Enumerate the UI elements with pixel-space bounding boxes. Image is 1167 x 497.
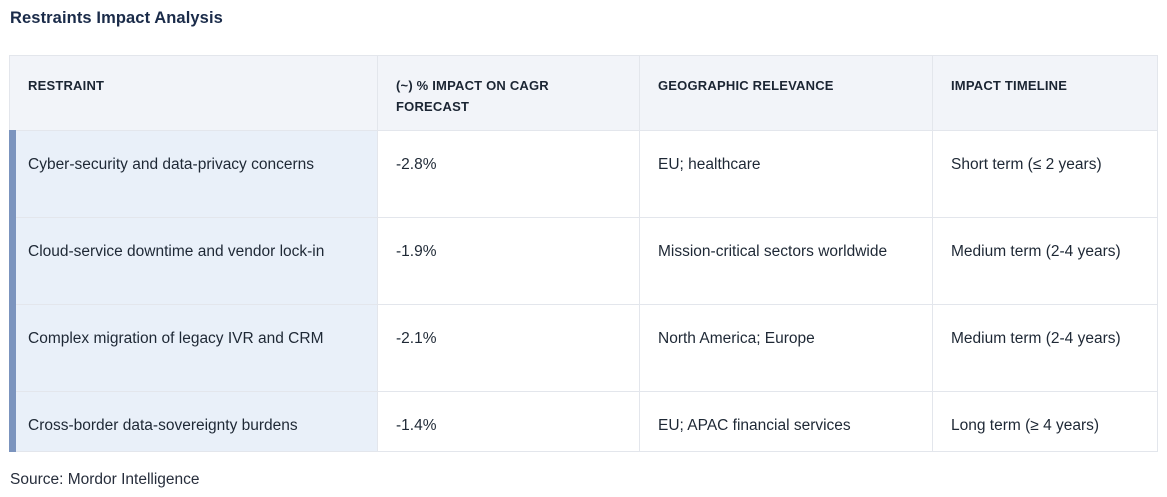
cell-impact: -1.9%: [377, 217, 640, 305]
cell-timeline: Medium term (2-4 years): [932, 304, 1158, 392]
column-header-impact: (~) % IMPACT ON CAGR FORECAST: [377, 55, 640, 131]
cell-restraint: Complex migration of legacy IVR and CRM: [9, 304, 378, 392]
restraints-table-container: RESTRAINT (~) % IMPACT ON CAGR FORECAST …: [9, 55, 1158, 452]
accent-stripe: [9, 130, 16, 452]
cell-restraint: Cyber-security and data-privacy concerns: [9, 130, 378, 218]
table-row: Cloud-service downtime and vendor lock-i…: [9, 217, 1158, 305]
column-header-geographic: GEOGRAPHIC RELEVANCE: [639, 55, 933, 131]
cell-impact: -2.1%: [377, 304, 640, 392]
restraints-impact-table: RESTRAINT (~) % IMPACT ON CAGR FORECAST …: [9, 55, 1158, 452]
cell-geographic: EU; healthcare: [639, 130, 933, 218]
cell-geographic: North America; Europe: [639, 304, 933, 392]
table-row: Cross-border data-sovereignty burdens -1…: [9, 391, 1158, 452]
cell-impact: -1.4%: [377, 391, 640, 452]
cell-timeline: Medium term (2-4 years): [932, 217, 1158, 305]
table-row: Complex migration of legacy IVR and CRM …: [9, 304, 1158, 392]
cell-restraint: Cloud-service downtime and vendor lock-i…: [9, 217, 378, 305]
cell-impact: -2.8%: [377, 130, 640, 218]
page-title: Restraints Impact Analysis: [10, 9, 223, 27]
cell-timeline: Long term (≥ 4 years): [932, 391, 1158, 452]
table-row: Cyber-security and data-privacy concerns…: [9, 130, 1158, 218]
column-header-restraint: RESTRAINT: [9, 55, 378, 131]
cell-geographic: EU; APAC financial services: [639, 391, 933, 452]
cell-geographic: Mission-critical sectors worldwide: [639, 217, 933, 305]
cell-restraint: Cross-border data-sovereignty burdens: [9, 391, 378, 452]
cell-timeline: Short term (≤ 2 years): [932, 130, 1158, 218]
source-attribution: Source: Mordor Intelligence: [10, 471, 200, 488]
column-header-timeline: IMPACT TIMELINE: [932, 55, 1158, 131]
table-header-row: RESTRAINT (~) % IMPACT ON CAGR FORECAST …: [9, 55, 1158, 131]
